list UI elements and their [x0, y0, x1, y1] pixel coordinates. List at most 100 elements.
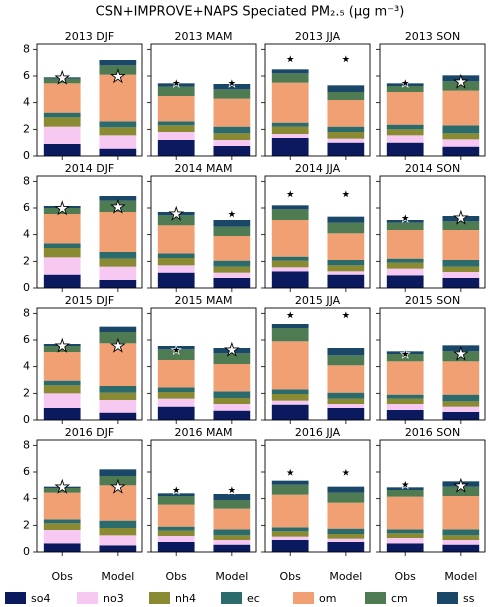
bar-segment: [43, 77, 81, 79]
bar-segment: [386, 124, 424, 130]
bar-segment: [327, 271, 365, 275]
bar-segment: [386, 258, 424, 263]
bar-segment: [213, 535, 251, 540]
bar-segment: [99, 212, 137, 252]
bar-segment: [213, 84, 251, 90]
bar-segment: [271, 527, 309, 532]
bar-segment: [271, 389, 309, 394]
bar-segment: [99, 196, 137, 201]
total-marker: ★: [224, 340, 239, 360]
bar-segment: [157, 125, 195, 132]
bar-segment: [99, 258, 137, 267]
panel-title: 2014 SON: [405, 162, 460, 175]
bar-segment: [99, 412, 137, 420]
bar-segment: [43, 257, 81, 275]
bar-segment: [157, 496, 195, 505]
bar-segment: [327, 534, 365, 539]
panel-title: 2016 MAM: [175, 426, 233, 439]
bar-segment: [99, 60, 137, 66]
bar-segment: [442, 394, 480, 402]
total-marker: ★: [285, 466, 296, 480]
x-tick-label: Obs: [52, 570, 74, 583]
bar-segment: [442, 146, 480, 156]
bar-segment: [43, 488, 81, 493]
bar-segment: [386, 496, 424, 530]
bar-segment: [386, 222, 424, 230]
bar-segment: [271, 138, 309, 156]
legend-swatch: [77, 592, 98, 604]
bar-segment: [442, 412, 480, 420]
bar-segment: [157, 526, 195, 531]
panel-title: 2013 DJF: [65, 30, 115, 43]
bar-segment: [157, 349, 195, 360]
legend-swatch: [437, 592, 458, 604]
panel-title: 2015 DJF: [65, 294, 115, 307]
y-tick-label: 4: [23, 228, 30, 241]
legend-swatch: [293, 592, 314, 604]
legend-swatch: [221, 592, 242, 604]
bar-segment: [157, 530, 195, 536]
total-marker: ★: [110, 67, 125, 87]
bar-segment: [327, 216, 365, 223]
bar-segment: [213, 404, 251, 411]
panel-title: 2015 JJA: [295, 294, 341, 307]
bar-segment: [157, 406, 195, 420]
bar-segment: [213, 133, 251, 140]
bar-segment: [442, 230, 480, 260]
bar-segment: [386, 529, 424, 534]
panel-title: 2013 MAM: [175, 30, 233, 43]
bar-segment: [157, 86, 195, 96]
bar-segment: [327, 392, 365, 399]
bar-segment: [327, 222, 365, 234]
bar-segment: [213, 236, 251, 261]
bar-segment: [43, 519, 81, 524]
bar-segment: [442, 133, 480, 140]
bar-segment: [271, 484, 309, 495]
bar-segment: [99, 326, 137, 332]
bar-segment: [327, 365, 365, 393]
total-marker: ★: [169, 204, 184, 224]
bar-segment: [442, 278, 480, 288]
bar-segment: [271, 122, 309, 127]
bar-segment: [157, 265, 195, 273]
panel-frame: [264, 439, 371, 553]
bar-segment: [99, 135, 137, 149]
total-marker: ★: [400, 478, 411, 492]
bar-segment: [327, 85, 365, 92]
bar-segment: [99, 476, 137, 486]
total-marker: ★: [285, 52, 296, 66]
bar-segment: [157, 542, 195, 552]
panel-title: 2013 JJA: [295, 30, 341, 43]
total-marker: ★: [55, 68, 70, 88]
bar-segment: [213, 89, 251, 99]
x-tick-label: Model: [215, 570, 248, 583]
bar-segment: [327, 274, 365, 288]
bar-segment: [442, 406, 480, 412]
total-marker: ★: [226, 483, 237, 497]
bar-segment: [99, 280, 137, 288]
bar-segment: [213, 226, 251, 236]
y-tick-label: 2: [23, 254, 30, 267]
bar-segment: [43, 486, 81, 488]
panel-title: 2015 MAM: [175, 294, 233, 307]
bar-segment: [442, 345, 480, 352]
bar-segment: [157, 258, 195, 266]
bar-segment: [213, 266, 251, 273]
bar-segment: [99, 528, 137, 536]
panel-frame: [36, 43, 143, 157]
total-marker: ★: [285, 308, 296, 322]
legend-label: cm: [391, 592, 408, 605]
bar-segment: [327, 100, 365, 127]
bar-segment: [442, 90, 480, 126]
total-marker: ★: [226, 76, 237, 90]
bar-segment: [43, 144, 81, 156]
total-marker: ★: [453, 208, 468, 228]
panel-frame: [264, 307, 371, 421]
bar-segment: [99, 545, 137, 552]
bar-segment: [271, 205, 309, 210]
legend-swatch: [365, 592, 386, 604]
total-marker: ★: [171, 483, 182, 497]
legend-label: ec: [247, 592, 260, 605]
bar-segment: [442, 221, 480, 230]
bar-segment: [213, 126, 251, 134]
